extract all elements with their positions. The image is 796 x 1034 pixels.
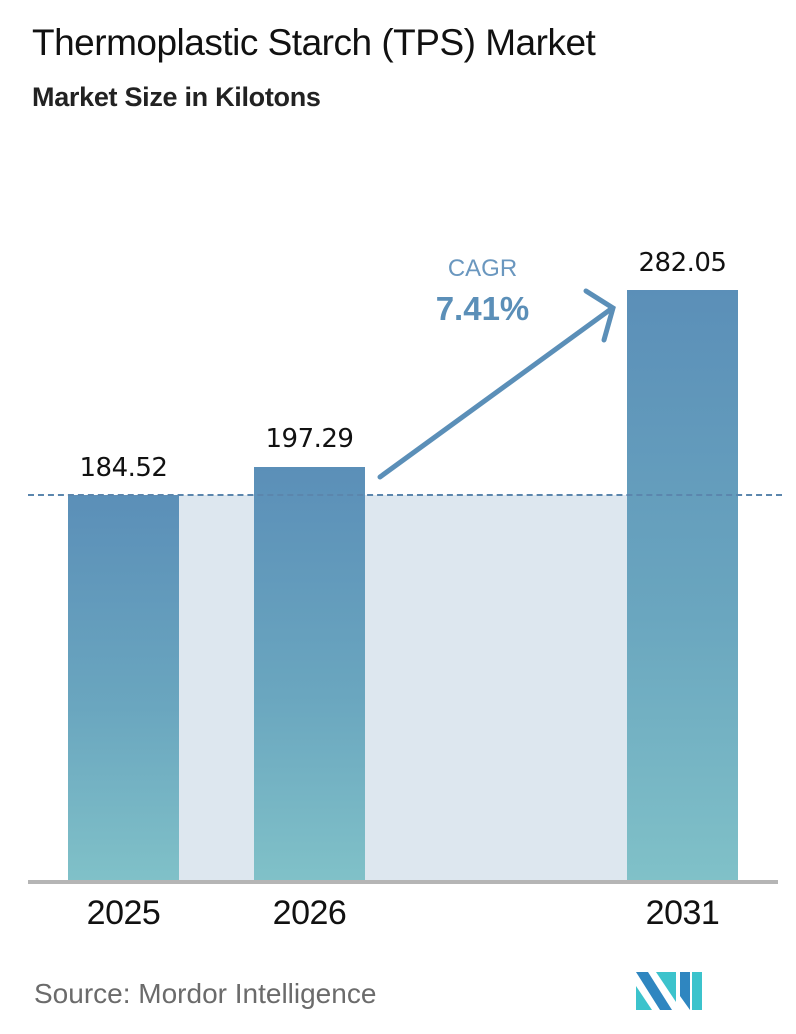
x-label-2026: 2026 <box>272 894 347 932</box>
x-axis-line <box>28 880 778 884</box>
cagr-value: 7.41% <box>435 290 530 327</box>
cagr-label: CAGR <box>447 255 518 282</box>
x-label-2031: 2031 <box>645 894 720 932</box>
chart-subtitle: Market Size in Kilotons <box>32 82 321 112</box>
value-label-2025: 184.52 <box>79 453 168 483</box>
value-label-2026: 197.29 <box>265 424 354 454</box>
reference-line <box>28 494 782 496</box>
bar-2025 <box>68 495 179 881</box>
value-label-2031: 282.05 <box>638 248 727 278</box>
bar-2026 <box>254 467 365 881</box>
source-text: Source: Mordor Intelligence <box>34 978 377 1009</box>
reference-band <box>68 495 738 881</box>
x-label-2025: 2025 <box>86 894 161 932</box>
chart-title: Thermoplastic Starch (TPS) Market <box>32 22 596 63</box>
mordor-intelligence-logo-icon <box>636 972 702 1010</box>
bar-2031 <box>627 290 738 881</box>
